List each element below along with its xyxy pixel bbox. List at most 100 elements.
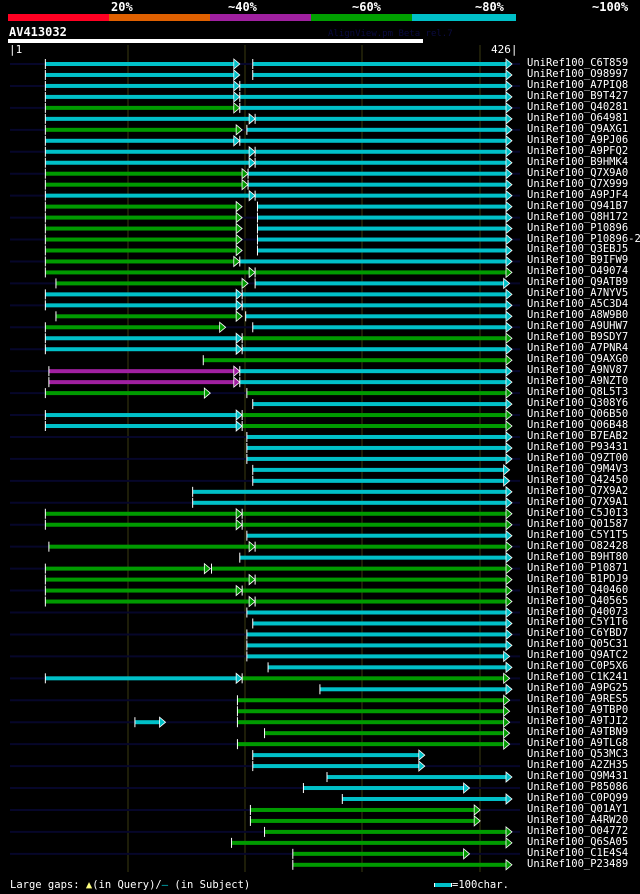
- segment-end-arrow-icon: [233, 255, 241, 268]
- hit-label[interactable]: UniRef100_Q8H172: [527, 210, 629, 223]
- alignment-segment: [257, 248, 507, 253]
- hit-label[interactable]: UniRef100_P10896: [527, 221, 629, 234]
- alignment-segment: [257, 226, 507, 231]
- hit-label[interactable]: UniRef100_C5Y1T5: [527, 528, 629, 541]
- hit-label[interactable]: UniRef100_B9SDY7: [527, 331, 629, 344]
- hit-label[interactable]: UniRef100_P93431: [527, 440, 629, 453]
- hit-label[interactable]: UniRef100_P85086: [527, 781, 629, 794]
- hit-label[interactable]: UniRef100_Q01587: [527, 517, 629, 530]
- hit-label[interactable]: UniRef100_Q06B48: [527, 419, 629, 431]
- hit-label[interactable]: UniRef100_A9PFQ2: [527, 144, 629, 157]
- hit-label[interactable]: UniRef100_Q01AY1: [527, 802, 629, 815]
- hit-label[interactable]: UniRef100_O82428: [527, 539, 629, 552]
- hit-label[interactable]: UniRef100_A9NZT0: [527, 375, 629, 388]
- hit-label[interactable]: UniRef100_Q40073: [527, 605, 629, 618]
- hit-label[interactable]: UniRef100_B7EAB2: [527, 429, 629, 442]
- hit-label[interactable]: UniRef100_A4RW20: [527, 813, 629, 826]
- alignment-segment: [246, 391, 507, 396]
- hit-label[interactable]: UniRef100_Q53MC3: [527, 748, 629, 761]
- hit-label[interactable]: UniRef100_C5Y1T6: [527, 616, 629, 629]
- segment-end-arrow-icon: [233, 58, 241, 70]
- segment-end-arrow-icon: [505, 606, 513, 619]
- hit-label[interactable]: UniRef100_B9HMK4: [527, 155, 629, 168]
- segment-end-arrow-icon: [233, 134, 241, 147]
- hit-label[interactable]: UniRef100_Q05C31: [527, 638, 629, 651]
- segment-end-arrow-icon: [248, 573, 256, 586]
- segment-end-arrow-icon: [235, 233, 243, 246]
- hit-label[interactable]: UniRef100_A7PNR4: [527, 342, 629, 355]
- hit-label[interactable]: UniRef100_Q308Y6: [527, 397, 629, 410]
- hit-label[interactable]: UniRef100_O49074: [527, 265, 629, 278]
- segment-end-arrow-icon: [463, 782, 471, 794]
- alignment-segment: [264, 829, 507, 834]
- hit-label[interactable]: UniRef100_O64981: [527, 111, 629, 124]
- hit-label[interactable]: UniRef100_C1K241: [527, 671, 629, 684]
- hit-label[interactable]: UniRef100_P10896-2: [527, 232, 640, 245]
- hit-label[interactable]: UniRef100_C6T859: [527, 57, 629, 69]
- hit-label[interactable]: UniRef100_A9PJ06: [527, 133, 629, 146]
- hit-label[interactable]: UniRef100_C5J0I3: [527, 506, 629, 519]
- segment-end-arrow-icon: [505, 551, 513, 564]
- alignment-segment: [255, 599, 507, 604]
- hit-label[interactable]: UniRef100_C6YBD7: [527, 627, 629, 640]
- hit-label[interactable]: UniRef100_Q9ATB9: [527, 276, 629, 289]
- hit-label[interactable]: UniRef100_Q40565: [527, 594, 629, 607]
- hit-label[interactable]: UniRef100_A9TBN9: [527, 726, 629, 739]
- segment-end-arrow-icon: [505, 431, 513, 443]
- hit-label[interactable]: UniRef100_Q9ZT00: [527, 451, 629, 464]
- hit-label[interactable]: UniRef100_P10871: [527, 561, 629, 574]
- hit-label[interactable]: UniRef100_O98997: [527, 67, 629, 80]
- hit-label[interactable]: UniRef100_A2ZH35: [527, 759, 629, 772]
- hit-label[interactable]: UniRef100_Q7X9A1: [527, 495, 629, 508]
- hit-label[interactable]: UniRef100_C0PQ99: [527, 791, 629, 804]
- hit-label[interactable]: UniRef100_P23489: [527, 857, 629, 870]
- hit-label[interactable]: UniRef100_A8W9B0: [527, 309, 629, 322]
- segment-end-arrow-icon: [235, 332, 243, 345]
- hit-label[interactable]: UniRef100_A7PIQ8: [527, 78, 629, 91]
- hit-label[interactable]: UniRef100_Q9ATC2: [527, 649, 629, 662]
- hit-label[interactable]: UniRef100_Q7X9A2: [527, 484, 629, 497]
- hit-label[interactable]: UniRef100_A9PG25: [527, 682, 629, 695]
- segment-end-arrow-icon: [505, 343, 513, 356]
- segment-end-arrow-icon: [505, 178, 513, 191]
- hit-label[interactable]: UniRef100_B1PDJ9: [527, 572, 629, 585]
- hit-label[interactable]: UniRef100_A5C3D4: [527, 298, 629, 311]
- hit-label[interactable]: UniRef100_B9HT80: [527, 550, 629, 563]
- hit-label[interactable]: UniRef100_C1E4S4: [527, 846, 629, 859]
- hit-label[interactable]: UniRef100_A9TJI2: [527, 715, 629, 728]
- hit-label[interactable]: UniRef100_A9RES5: [527, 693, 629, 706]
- hit-label[interactable]: UniRef100_A9UHW7: [527, 320, 629, 333]
- segment-end-arrow-icon: [505, 485, 513, 498]
- hit-label[interactable]: UniRef100_B9IFW9: [527, 254, 629, 267]
- hit-label[interactable]: UniRef100_Q6SA05: [527, 835, 629, 848]
- hit-label[interactable]: UniRef100_Q9M4V3: [527, 462, 629, 475]
- hit-label[interactable]: UniRef100_O04772: [527, 824, 629, 837]
- hit-label[interactable]: UniRef100_B9T427: [527, 89, 629, 102]
- hit-label[interactable]: UniRef100_C0P5X6: [527, 660, 629, 673]
- hit-label[interactable]: UniRef100_Q3EBJ5: [527, 243, 629, 256]
- hit-label[interactable]: UniRef100_A9PJF4: [527, 188, 629, 201]
- hit-label[interactable]: UniRef100_Q7X999: [527, 177, 629, 190]
- alignment-segment: [246, 434, 507, 439]
- hit-label[interactable]: UniRef100_A7NYV5: [527, 287, 629, 300]
- hit-label[interactable]: UniRef100_A9TLG8: [527, 737, 629, 750]
- segment-end-arrow-icon: [505, 310, 513, 323]
- hit-label[interactable]: UniRef100_Q9M431: [527, 770, 629, 783]
- hit-label[interactable]: UniRef100_Q06B50: [527, 408, 629, 421]
- hit-label[interactable]: UniRef100_Q9AXG0: [527, 353, 629, 366]
- hit-label[interactable]: UniRef100_Q8L5T3: [527, 386, 629, 399]
- hit-label[interactable]: UniRef100_Q9AXG1: [527, 122, 629, 135]
- alignment-segment: [255, 577, 507, 582]
- alignment-segment: [242, 303, 507, 308]
- hit-label[interactable]: UniRef100_Q42450: [527, 473, 629, 486]
- hit-label[interactable]: UniRef100_Q40460: [527, 583, 629, 596]
- alignment-segment: [45, 182, 244, 187]
- hit-label[interactable]: UniRef100_A9TBP0: [527, 704, 629, 717]
- hit-label[interactable]: UniRef100_A9NV87: [527, 364, 629, 377]
- query-gap-marker-icon: ▲: [85, 879, 93, 891]
- pct-label-40: ~40%: [228, 0, 257, 14]
- hit-label[interactable]: UniRef100_Q40281: [527, 100, 629, 113]
- hit-label[interactable]: UniRef100_Q941B7: [527, 199, 629, 212]
- hit-label[interactable]: UniRef100_Q7X9A0: [527, 166, 629, 179]
- alignment-segment: [45, 204, 238, 209]
